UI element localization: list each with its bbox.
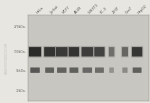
Text: HepG2: HepG2 xyxy=(137,3,148,15)
FancyBboxPatch shape xyxy=(29,47,41,56)
FancyBboxPatch shape xyxy=(109,67,114,73)
FancyBboxPatch shape xyxy=(121,46,129,58)
Text: WWW.PROTEINTECH.COM: WWW.PROTEINTECH.COM xyxy=(5,42,9,74)
FancyBboxPatch shape xyxy=(95,67,104,73)
FancyBboxPatch shape xyxy=(45,67,54,73)
FancyBboxPatch shape xyxy=(81,47,93,56)
FancyBboxPatch shape xyxy=(93,46,106,58)
FancyBboxPatch shape xyxy=(69,47,79,56)
Text: 95kDa-: 95kDa- xyxy=(15,69,26,73)
FancyBboxPatch shape xyxy=(132,47,142,56)
Text: MCF7: MCF7 xyxy=(62,5,72,15)
Text: HeLa: HeLa xyxy=(35,6,44,15)
FancyBboxPatch shape xyxy=(44,47,55,56)
FancyBboxPatch shape xyxy=(82,67,92,73)
Text: Jurkat: Jurkat xyxy=(50,4,60,15)
FancyBboxPatch shape xyxy=(133,67,142,73)
FancyBboxPatch shape xyxy=(122,67,128,73)
FancyBboxPatch shape xyxy=(122,47,128,56)
FancyBboxPatch shape xyxy=(55,46,69,58)
Text: 270kDa-: 270kDa- xyxy=(14,25,26,29)
FancyBboxPatch shape xyxy=(69,67,78,73)
Text: A549: A549 xyxy=(74,5,83,15)
FancyBboxPatch shape xyxy=(94,47,105,56)
FancyBboxPatch shape xyxy=(68,46,80,58)
Text: 72kDa-: 72kDa- xyxy=(16,89,26,93)
Text: PC-3: PC-3 xyxy=(99,6,108,15)
FancyBboxPatch shape xyxy=(56,47,68,56)
FancyBboxPatch shape xyxy=(81,46,94,58)
FancyBboxPatch shape xyxy=(57,67,66,73)
Text: NIH3T3: NIH3T3 xyxy=(87,3,99,15)
FancyBboxPatch shape xyxy=(30,67,40,73)
FancyBboxPatch shape xyxy=(28,46,42,58)
Text: 293T: 293T xyxy=(112,6,121,15)
Text: Cos7: Cos7 xyxy=(125,6,134,15)
FancyBboxPatch shape xyxy=(43,46,56,58)
FancyBboxPatch shape xyxy=(109,47,114,56)
FancyBboxPatch shape xyxy=(131,46,143,58)
FancyBboxPatch shape xyxy=(108,46,115,58)
Text: 130kDa-: 130kDa- xyxy=(14,50,26,54)
